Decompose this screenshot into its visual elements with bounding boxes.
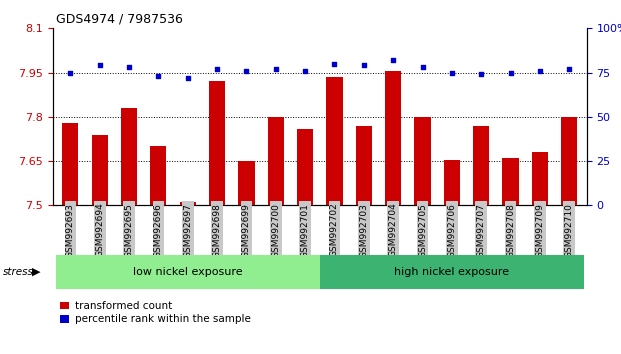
Bar xyxy=(297,129,313,205)
Point xyxy=(564,66,574,72)
Text: GSM992698: GSM992698 xyxy=(212,202,222,258)
Bar xyxy=(444,160,460,205)
Bar xyxy=(532,152,548,205)
Text: GSM992702: GSM992702 xyxy=(330,203,339,257)
Point xyxy=(388,57,398,63)
Point xyxy=(330,61,340,67)
Bar xyxy=(150,146,166,205)
Point xyxy=(505,70,515,75)
Point xyxy=(271,66,281,72)
Text: GDS4974 / 7987536: GDS4974 / 7987536 xyxy=(56,12,183,25)
Bar xyxy=(179,202,196,205)
Text: GSM992707: GSM992707 xyxy=(477,202,486,258)
Text: GSM992695: GSM992695 xyxy=(125,202,134,258)
Point xyxy=(476,72,486,77)
Bar xyxy=(502,158,519,205)
Point xyxy=(359,63,369,68)
Text: stress: stress xyxy=(3,267,34,277)
Text: GSM992709: GSM992709 xyxy=(535,202,545,258)
Bar xyxy=(473,126,489,205)
Bar xyxy=(121,108,137,205)
Bar xyxy=(414,117,430,205)
Text: GSM992700: GSM992700 xyxy=(271,202,280,258)
Bar xyxy=(62,123,78,205)
Text: ▶: ▶ xyxy=(32,267,41,277)
Point xyxy=(535,68,545,74)
Text: GSM992694: GSM992694 xyxy=(95,203,104,257)
Point xyxy=(95,63,105,68)
Point xyxy=(124,64,134,70)
Bar xyxy=(56,255,320,289)
Text: GSM992704: GSM992704 xyxy=(389,203,397,257)
Point xyxy=(300,68,310,74)
Point xyxy=(65,70,75,75)
Text: low nickel exposure: low nickel exposure xyxy=(133,267,243,277)
Text: GSM992693: GSM992693 xyxy=(66,202,75,258)
Point xyxy=(242,68,252,74)
Bar xyxy=(209,81,225,205)
Bar xyxy=(320,255,584,289)
Bar xyxy=(327,77,343,205)
Text: GSM992706: GSM992706 xyxy=(447,202,456,258)
Text: GSM992710: GSM992710 xyxy=(564,202,574,258)
Text: GSM992705: GSM992705 xyxy=(418,202,427,258)
Point xyxy=(212,66,222,72)
Text: GSM992703: GSM992703 xyxy=(360,202,368,258)
Bar xyxy=(561,117,578,205)
Bar xyxy=(385,71,401,205)
Text: GSM992699: GSM992699 xyxy=(242,202,251,258)
Bar xyxy=(356,126,372,205)
Point xyxy=(153,73,163,79)
Legend: transformed count, percentile rank within the sample: transformed count, percentile rank withi… xyxy=(58,299,253,326)
Bar xyxy=(92,135,108,205)
Text: GSM992708: GSM992708 xyxy=(506,202,515,258)
Bar xyxy=(238,161,255,205)
Text: high nickel exposure: high nickel exposure xyxy=(394,267,509,277)
Point xyxy=(183,75,193,81)
Point xyxy=(447,70,457,75)
Bar xyxy=(268,117,284,205)
Point xyxy=(417,64,427,70)
Text: GSM992696: GSM992696 xyxy=(154,202,163,258)
Text: GSM992701: GSM992701 xyxy=(301,202,310,258)
Text: GSM992697: GSM992697 xyxy=(183,202,193,258)
